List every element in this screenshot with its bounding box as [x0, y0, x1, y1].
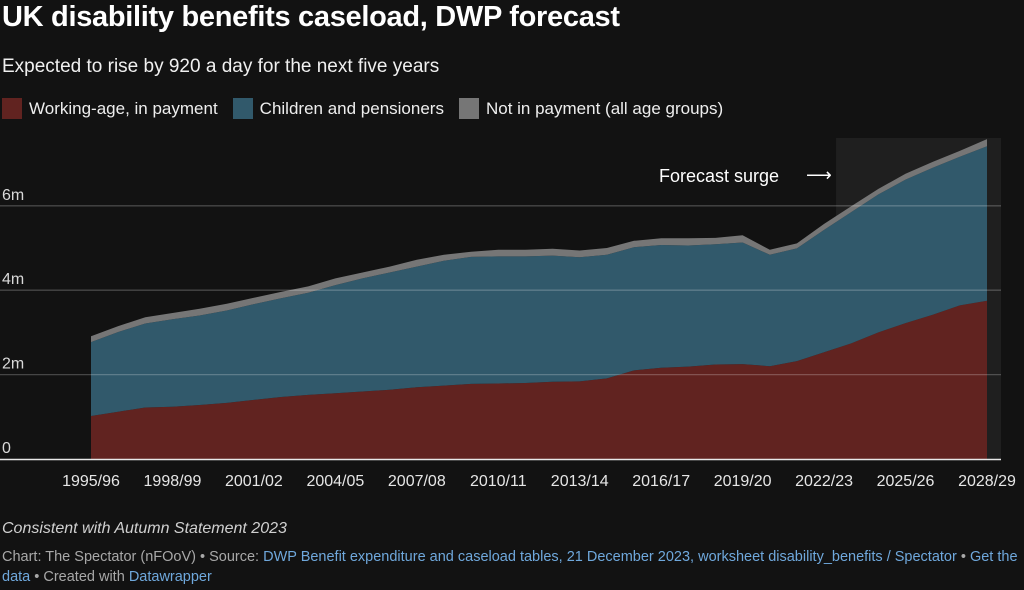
- chart-title: UK disability benefits caseload, DWP for…: [2, 1, 620, 33]
- source-link[interactable]: DWP Benefit expenditure and caseload tab…: [263, 549, 957, 565]
- x-tick-label: 2019/20: [714, 473, 772, 490]
- x-tick-label: 2007/08: [388, 473, 446, 490]
- y-tick-label: 0: [2, 440, 11, 457]
- legend-label-working-age: Working-age, in payment: [29, 98, 218, 118]
- x-tick-label: 2025/26: [877, 473, 935, 490]
- legend-item-not-in-payment: Not in payment (all age groups): [458, 98, 724, 119]
- x-tick-label: 2016/17: [632, 473, 690, 490]
- x-tick-label: 1995/96: [62, 473, 120, 490]
- datawrapper-link[interactable]: Datawrapper: [128, 569, 212, 585]
- y-tick-label: 6m: [2, 187, 24, 204]
- legend-swatch-children-pensioners: [232, 98, 253, 119]
- separator: •: [30, 569, 44, 585]
- y-tick-label: 2m: [2, 356, 24, 373]
- area-series-children-and-pensioners: [91, 146, 987, 417]
- area-series-not-in-payment-all-age-groups: [91, 139, 987, 343]
- area-chart: 0 2m 4m 6m 1995/96 1998/99 2001/02 2004/05 2007…: [0, 138, 1016, 490]
- legend-item-children-pensioners: Children and pensioners: [232, 98, 444, 119]
- x-tick-label: 2004/05: [306, 473, 364, 490]
- x-tick-label: 2022/23: [795, 473, 853, 490]
- chart-notes: Consistent with Autumn Statement 2023: [2, 520, 287, 537]
- get-data-link[interactable]: Get the data: [2, 549, 1018, 585]
- x-tick-label: 1998/99: [144, 473, 202, 490]
- forecast-surge-annotation: Forecast surge: [659, 166, 779, 186]
- chart-credit: Chart: The Spectator (nFOoV): [2, 549, 196, 565]
- arrow-right-icon: ⟶: [806, 165, 832, 185]
- legend: Working-age, in payment Children and pen…: [2, 98, 738, 119]
- chart-footer: Chart: The Spectator (nFOoV) • Source: D…: [2, 547, 1020, 587]
- area-series-working-age-in-payment: [91, 300, 987, 459]
- x-tick-label: 2010/11: [470, 473, 527, 490]
- chart-subtitle: Expected to rise by 920 a day for the ne…: [2, 56, 440, 77]
- legend-label-not-in-payment: Not in payment (all age groups): [485, 98, 724, 118]
- separator: •: [956, 549, 970, 565]
- legend-item-working-age: Working-age, in payment: [2, 98, 218, 119]
- x-tick-label: 2001/02: [225, 473, 283, 490]
- legend-swatch-not-in-payment: [458, 98, 479, 119]
- x-tick-label: 2028/29: [958, 473, 1016, 490]
- separator: •: [195, 549, 210, 565]
- created-with-label: Created with: [43, 569, 129, 585]
- source-label: Source:: [209, 549, 264, 565]
- legend-swatch-working-age: [2, 98, 22, 119]
- y-tick-label: 4m: [2, 271, 24, 288]
- legend-label-children-pensioners: Children and pensioners: [259, 98, 444, 118]
- x-tick-label: 2013/14: [551, 473, 609, 490]
